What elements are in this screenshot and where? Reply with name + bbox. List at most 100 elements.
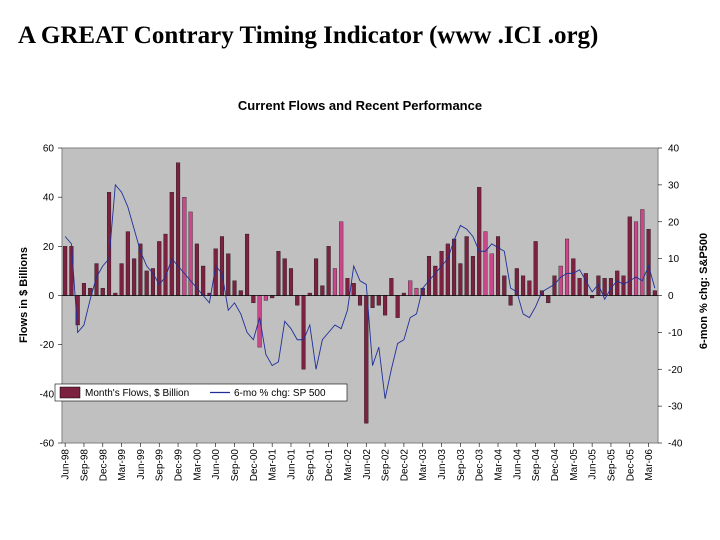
y2-axis-label: 6-mon % chg: S&P500 xyxy=(698,233,710,349)
bar-May-04 xyxy=(508,295,513,306)
x-tick-label: Jun-05 xyxy=(588,449,599,480)
legend-box xyxy=(54,383,348,402)
y-tick-label: -40 xyxy=(40,389,55,400)
bar-Jan-00 xyxy=(182,197,187,296)
bar-Nov-99 xyxy=(169,192,174,296)
x-tick-label: Sep-03 xyxy=(456,449,467,482)
x-tick-label: Jun-01 xyxy=(286,449,297,480)
bar-Jun-02 xyxy=(364,295,369,424)
bar-Apr-02 xyxy=(351,283,356,296)
x-tick-label: Dec-02 xyxy=(399,449,410,482)
bar-May-01 xyxy=(282,258,287,296)
y2-tick-label: -30 xyxy=(668,402,683,413)
x-tick-label: Dec-03 xyxy=(475,449,486,482)
bar-Oct-05 xyxy=(615,270,620,296)
bar-Dec-05 xyxy=(627,216,632,296)
bar-Mar-06 xyxy=(646,228,651,296)
bar-Jun-01 xyxy=(288,268,294,296)
x-tick-label: Sep-99 xyxy=(155,449,166,482)
bar-Oct-00 xyxy=(238,290,243,296)
bar-Apr-05 xyxy=(577,278,582,296)
bar-Oct-02 xyxy=(389,278,394,296)
x-tick-label: Sep-01 xyxy=(305,449,316,482)
chart-title: Current Flows and Recent Performance xyxy=(238,98,482,113)
legend: Month's Flows, $ Billion 6-mo % chg: SP … xyxy=(54,383,348,402)
bar-Jul-99 xyxy=(144,270,149,296)
bar-Apr-04 xyxy=(502,275,507,296)
y2-tick-label: 0 xyxy=(668,291,674,302)
bar-Dec-03 xyxy=(477,187,482,296)
bar-Sep-00 xyxy=(232,280,237,296)
x-tick-label: Mar-00 xyxy=(192,449,203,481)
sp500-line xyxy=(64,183,656,399)
bar-Feb-05 xyxy=(565,238,570,296)
legend-swatch-flows xyxy=(59,386,81,399)
bar-Nov-00 xyxy=(245,233,250,296)
bar-Mar-04 xyxy=(495,236,501,296)
bar-Jan-06 xyxy=(634,221,639,296)
bar-Apr-06 xyxy=(652,290,657,296)
bar-Dec-99 xyxy=(176,162,181,296)
bar-Jan-02 xyxy=(332,268,337,296)
y2-tick-label: -20 xyxy=(668,365,683,376)
bar-Mar-02 xyxy=(345,278,350,296)
y-tick-label: 60 xyxy=(43,144,55,155)
y-tick-label: -60 xyxy=(40,439,55,450)
y-axis-label: Flows in $ Billions xyxy=(18,247,30,343)
bar-Jan-05 xyxy=(558,265,563,296)
bar-Aug-00 xyxy=(226,253,231,296)
y-tick-label: -20 xyxy=(40,340,55,351)
bar-Dec-98 xyxy=(100,287,105,296)
bar-Jul-04 xyxy=(521,275,526,296)
bar-Oct-01 xyxy=(314,258,319,296)
bar-Jul-98 xyxy=(69,246,74,296)
bar-Nov-01 xyxy=(320,285,325,296)
y-tick-label: 40 xyxy=(43,193,55,204)
bar-Jul-02 xyxy=(370,295,375,308)
y-tick-label: 20 xyxy=(43,242,55,253)
legend-label-flows: Month's Flows, $ Billion xyxy=(85,388,189,399)
bar-Jul-03 xyxy=(445,243,450,296)
bar-Feb-04 xyxy=(489,253,494,296)
bar-Apr-99 xyxy=(125,231,130,296)
x-tick-label: Dec-00 xyxy=(249,449,260,482)
bar-Sep-02 xyxy=(383,295,388,316)
x-tick-label: Jun-03 xyxy=(437,449,448,480)
bar-Sep-03 xyxy=(458,263,463,296)
bar-May-03 xyxy=(433,265,438,296)
x-tick-label: Sep-98 xyxy=(79,449,90,482)
x-tick-label: Sep-00 xyxy=(230,449,241,482)
bar-May-99 xyxy=(132,258,137,296)
x-tick-label: Jun-98 xyxy=(61,449,72,480)
bar-May-05 xyxy=(583,273,588,296)
bar-Feb-03 xyxy=(414,287,419,296)
bar-Aug-03 xyxy=(452,238,457,296)
y2-tick-label: 10 xyxy=(668,254,680,265)
legend-label-sp500: 6-mo % chg: SP 500 xyxy=(234,388,326,399)
bar-Sep-99 xyxy=(157,241,162,296)
bar-Feb-01 xyxy=(263,295,268,301)
bar-Nov-05 xyxy=(621,275,626,296)
bar-Feb-02 xyxy=(339,221,344,296)
x-tick-label: Jun-02 xyxy=(362,449,373,480)
x-tick-label: Dec-05 xyxy=(625,449,636,482)
line-group xyxy=(64,183,656,399)
bar-Aug-01 xyxy=(301,295,306,370)
bar-Nov-04 xyxy=(546,295,551,304)
bar-Nov-98 xyxy=(94,263,99,296)
y2-tick-label: -10 xyxy=(668,328,683,339)
x-tick-label: Mar-05 xyxy=(569,449,580,481)
x-tick-label: Dec-98 xyxy=(98,449,109,482)
y2-tick-label: 30 xyxy=(668,180,680,191)
bar-Oct-03 xyxy=(464,236,469,296)
bar-Nov-03 xyxy=(470,256,475,296)
bar-Jul-00 xyxy=(219,236,225,296)
bar-Apr-01 xyxy=(276,251,281,296)
bar-Aug-04 xyxy=(527,280,532,296)
x-tick-label: Dec-01 xyxy=(324,449,335,482)
y2-tick-label: -40 xyxy=(668,439,683,450)
y2-tick-label: 20 xyxy=(668,217,680,228)
y-tick-label: 0 xyxy=(48,291,54,302)
bar-Dec-00 xyxy=(251,295,256,304)
